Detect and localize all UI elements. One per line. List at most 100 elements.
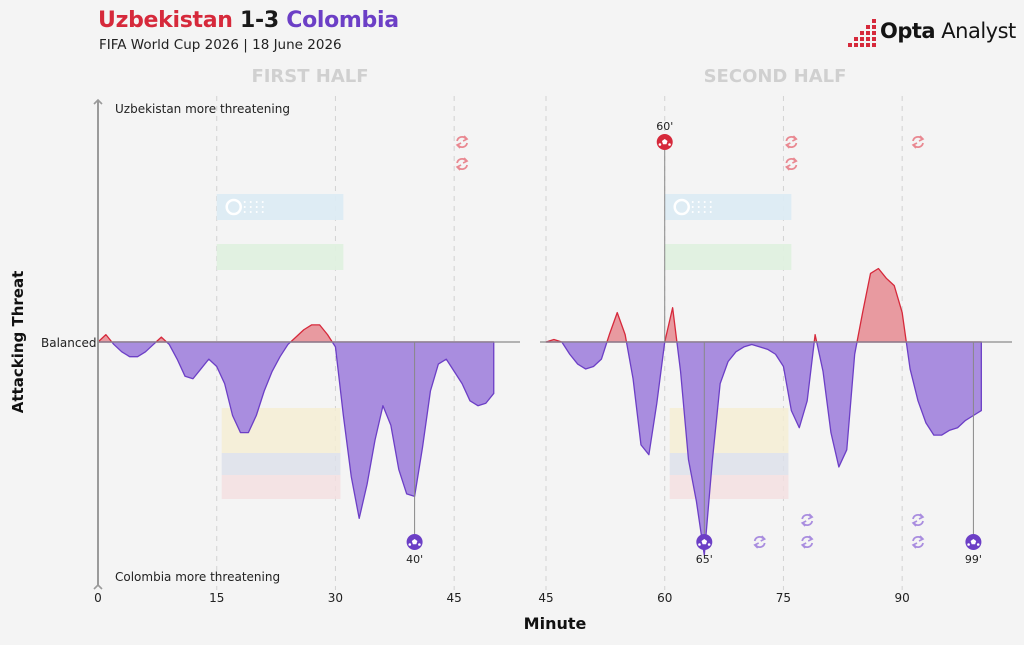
crescent-icon: [225, 198, 242, 216]
star-icon: [703, 201, 706, 203]
football-patch-icon: [668, 143, 671, 146]
sub-arrowhead: [911, 520, 918, 527]
opta-logo-icon: [848, 19, 876, 47]
y-mid-label: Balanced: [41, 336, 96, 350]
star-icon: [709, 211, 712, 213]
opta-analyst-logo: Opta Analyst: [846, 17, 1016, 49]
sub-arrowhead: [918, 135, 925, 142]
football-patch-icon: [658, 143, 662, 146]
logo-text-light: Analyst: [941, 19, 1016, 43]
star-icon: [249, 211, 252, 213]
substitution-icon: [800, 535, 814, 549]
substitution-icon: [785, 135, 798, 149]
star-icon: [261, 201, 264, 203]
star-icon: [261, 211, 264, 213]
sub-arrowhead: [462, 157, 469, 164]
star-icon: [697, 211, 700, 213]
star-icon: [691, 206, 694, 208]
star-icon: [255, 211, 258, 213]
star-icon: [691, 201, 694, 203]
sub-arrowhead: [753, 542, 760, 549]
sub-arrowhead: [807, 513, 814, 520]
sub-arrowhead: [455, 142, 462, 149]
football-patch-icon: [698, 543, 701, 546]
match-score: 1-3: [240, 8, 279, 33]
x-tick-label: 90: [895, 591, 910, 605]
x-axis-title: Minute: [524, 614, 587, 633]
star-icon: [249, 206, 252, 208]
half-label: SECOND HALF: [704, 66, 847, 87]
x-tick-label: 15: [209, 591, 224, 605]
star-icon: [691, 211, 694, 213]
page-title: Uzbekistan 1-3 Colombia: [98, 8, 399, 33]
star-icon: [697, 206, 700, 208]
football-patch-icon: [976, 543, 980, 546]
x-tick-label: 30: [328, 591, 343, 605]
x-tick-label: 60: [657, 591, 672, 605]
football-patch-icon: [701, 539, 708, 545]
x-tick-label: 75: [776, 591, 791, 605]
star-icon: [709, 206, 712, 208]
star-icon: [703, 211, 706, 213]
star-icon: [709, 201, 712, 203]
substitution-icon: [455, 135, 469, 149]
substitution-icon: [911, 535, 925, 549]
home-threat-area: [545, 267, 982, 343]
flag-band-blue: [664, 194, 792, 220]
star-icon: [703, 206, 706, 208]
goal-minute-label: 40': [406, 553, 423, 566]
home-team-name: Uzbekistan: [98, 8, 233, 33]
sub-arrowhead: [785, 164, 791, 171]
goal-minute-label: 60': [656, 120, 673, 133]
sub-arrowhead: [800, 520, 807, 527]
flag-band-blue: [216, 194, 344, 220]
sub-arrowhead: [760, 535, 767, 542]
sub-arrowhead: [792, 157, 798, 164]
football-patch-icon: [418, 543, 421, 546]
substitution-icon: [800, 513, 814, 527]
sub-arrowhead: [455, 164, 462, 171]
substitution-icon: [455, 157, 469, 171]
star-icon: [243, 206, 246, 208]
flag-band-green: [664, 244, 792, 270]
half-label: FIRST HALF: [251, 66, 368, 87]
star-icon: [243, 211, 246, 213]
football-patch-icon: [411, 539, 418, 545]
sub-arrowhead: [918, 535, 925, 542]
football-patch-icon: [967, 543, 970, 546]
x-tick-label: 0: [94, 591, 102, 605]
substitution-icon: [911, 135, 925, 149]
star-icon: [243, 201, 246, 203]
star-icon: [255, 206, 258, 208]
goal-minute-label: 65': [696, 553, 713, 566]
flag-band-red: [669, 475, 789, 499]
sub-arrowhead: [807, 535, 814, 542]
sub-arrowhead: [918, 513, 925, 520]
match-subtitle: FIFA World Cup 2026 | 18 June 2026: [99, 37, 342, 53]
y-top-label: Uzbekistan more threatening: [115, 102, 290, 116]
x-tick-label: 45: [447, 591, 462, 605]
star-icon: [261, 206, 264, 208]
substitution-icon: [753, 535, 767, 549]
sub-arrowhead: [911, 142, 918, 149]
home-threat-area: [97, 324, 495, 343]
star-icon: [255, 201, 258, 203]
goal-minute-label: 99': [965, 553, 982, 566]
crescent-icon: [673, 198, 690, 216]
football-patch-icon: [408, 543, 412, 546]
sub-arrowhead: [792, 135, 798, 142]
y-bottom-label: Colombia more threatening: [115, 570, 280, 584]
sub-arrowhead: [911, 542, 918, 549]
logo-text-strong: Opta: [880, 19, 936, 43]
flag-band-red: [221, 475, 341, 499]
football-patch-icon: [707, 543, 711, 546]
y-axis-title: Attacking Threat: [9, 271, 27, 414]
sub-arrowhead: [785, 142, 791, 149]
substitution-icon: [911, 513, 925, 527]
football-patch-icon: [970, 539, 977, 545]
star-icon: [249, 201, 252, 203]
sub-arrowhead: [462, 135, 469, 142]
x-tick-label: 45: [538, 591, 553, 605]
